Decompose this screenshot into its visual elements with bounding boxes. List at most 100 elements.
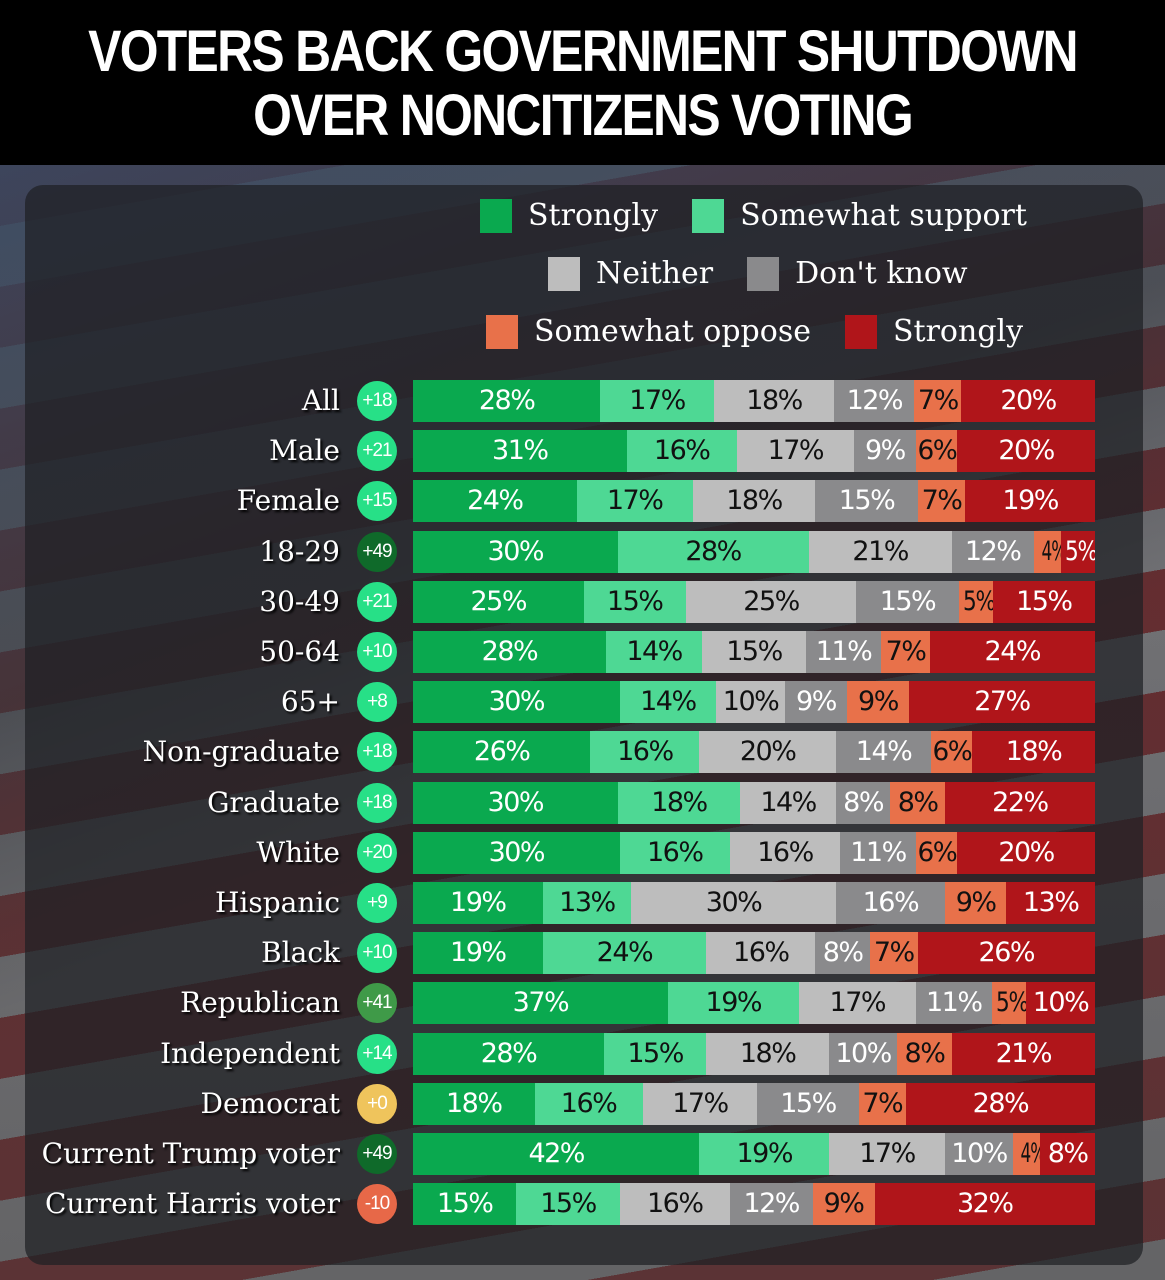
- bar-segment-neither: 25%: [685, 580, 857, 623]
- segment-value-label: 20%: [998, 435, 1055, 467]
- segment-value-label: 16%: [560, 1087, 618, 1119]
- bar-row: Graduate +18 30% 18% 14% 8% 8% 22%: [0, 781, 1165, 824]
- segment-value-label: 28%: [685, 535, 742, 567]
- segment-value-label: 17%: [606, 485, 664, 517]
- legend-label: Somewhat support: [740, 198, 1027, 233]
- legend-strongly-oppose: Strongly: [844, 314, 1023, 349]
- segment-value-label: 18%: [739, 1037, 797, 1069]
- bar-segment-somewhat-oppose: 7%: [917, 480, 966, 523]
- segment-value-label: 19%: [1002, 485, 1059, 517]
- bar-row: Democrat +0 18% 16% 17% 15% 7% 28%: [0, 1082, 1165, 1125]
- bar-segment-neither: 30%: [631, 882, 836, 924]
- bar-segment-strongly-support: 24%: [413, 480, 577, 523]
- segment-value-label: 15%: [780, 1087, 837, 1119]
- stacked-bar: 28% 15% 18% 10% 8% 21%: [413, 1032, 1095, 1075]
- stacked-bar: 42% 19% 17% 10% 4%8%: [413, 1133, 1095, 1175]
- segment-value-label: 8%: [897, 786, 939, 818]
- segment-value-label: 10%: [722, 686, 780, 718]
- bar-segment-neither: 21%: [808, 530, 952, 573]
- segment-value-label: 9%: [858, 686, 899, 718]
- segment-value-label: 28%: [972, 1087, 1030, 1119]
- segment-value-label: 27%: [974, 686, 1031, 718]
- stacked-bar: 26% 16% 20% 14% 6% 18%: [413, 731, 1095, 774]
- bar-segment-don-t-know: 12%: [729, 1183, 813, 1226]
- bar-segment-somewhat-oppose: 9%: [846, 681, 909, 724]
- segment-value-label: 14%: [760, 786, 817, 818]
- bar-segment-strongly-oppose: 24%: [929, 631, 1095, 673]
- legend-swatch: [548, 256, 580, 291]
- category-label: Independent: [160, 1036, 340, 1070]
- stacked-bar: 30% 16% 16% 11% 6% 20%: [413, 831, 1095, 874]
- segment-value-label: 28%: [480, 1037, 538, 1069]
- category-label: 30-49: [259, 584, 340, 618]
- bar-segment-strongly-oppose: 5%: [1060, 530, 1095, 573]
- bar-segment-neither: 18%: [692, 480, 816, 523]
- legend-dont-know: Don't know: [747, 256, 968, 291]
- segment-value-label: 15%: [879, 585, 937, 617]
- bar-segment-somewhat-support: 15%: [516, 1183, 620, 1226]
- segment-value-label: 25%: [470, 585, 527, 617]
- bar-segment-somewhat-oppose: 8%: [890, 781, 945, 824]
- bar-segment-strongly-support: 26%: [413, 731, 591, 774]
- bar-segment-strongly-oppose: 26%: [917, 932, 1095, 975]
- segment-value-label: 5%: [1064, 535, 1095, 567]
- bar-segment-neither: 10%: [716, 681, 785, 724]
- bar-segment-neither: 18%: [706, 1032, 829, 1075]
- bar-segment-neither: 17%: [798, 982, 916, 1025]
- bar-segment-strongly-support: 31%: [413, 430, 627, 473]
- legend-label: Don't know: [795, 256, 968, 291]
- bar-segment-somewhat-oppose: 6%: [915, 831, 958, 874]
- segment-value-label: 4%: [1020, 1138, 1041, 1169]
- bar-segment-strongly-oppose: 19%: [965, 480, 1095, 523]
- category-label: Male: [269, 434, 340, 468]
- category-label: Graduate: [207, 785, 340, 819]
- bar-row: 30-49 +21 25% 15% 25% 15% 5% 15%: [0, 580, 1165, 623]
- bar-row: 18-29 +49 30% 28% 21% 12% 4%5%: [0, 530, 1165, 573]
- legend-swatch: [692, 198, 725, 233]
- segment-value-label: 21%: [852, 535, 909, 567]
- bar-segment-don-t-know: 15%: [856, 580, 959, 623]
- net-badge: +18: [357, 381, 397, 421]
- bar-segment-somewhat-support: 14%: [605, 631, 703, 673]
- segment-value-label: 18%: [726, 485, 783, 517]
- bar-segment-don-t-know: 9%: [784, 681, 847, 724]
- segment-value-label: 16%: [757, 836, 814, 868]
- segment-value-label: 30%: [488, 686, 546, 718]
- bar-row: Male +21 31% 16% 17% 9% 6% 20%: [0, 430, 1165, 473]
- segment-value-label: 16%: [653, 435, 711, 467]
- bar-segment-somewhat-support: 28%: [617, 530, 809, 573]
- bar-segment-somewhat-support: 19%: [667, 982, 799, 1025]
- bar-segment-don-t-know: 11%: [840, 831, 916, 874]
- bar-segment-don-t-know: 9%: [853, 430, 916, 473]
- bar-segment-don-t-know: 8%: [835, 781, 891, 824]
- bar-segment-don-t-know: 12%: [951, 530, 1034, 573]
- stacked-bar: 24% 17% 18% 15% 7% 19%: [413, 480, 1095, 523]
- stacked-bar: 37% 19% 17% 11% 5% 10%: [413, 982, 1095, 1025]
- net-badge: +10: [357, 933, 397, 974]
- segment-value-label: 28%: [478, 385, 536, 416]
- bar-segment-strongly-support: 30%: [413, 681, 620, 724]
- segment-value-label: 14%: [626, 636, 683, 667]
- bar-segment-neither: 16%: [729, 831, 841, 874]
- segment-value-label: 15%: [540, 1188, 597, 1220]
- segment-value-label: 6%: [917, 836, 957, 868]
- bar-row: Independent +14 28% 15% 18% 10% 8% 21%: [0, 1032, 1165, 1075]
- segment-value-label: 17%: [672, 1087, 729, 1119]
- segment-value-label: 20%: [998, 836, 1055, 868]
- segment-value-label: 31%: [492, 435, 549, 467]
- category-label: Hispanic: [214, 886, 340, 919]
- segment-value-label: 16%: [647, 1188, 704, 1220]
- bar-segment-somewhat-oppose: 7%: [858, 1082, 906, 1125]
- bar-segment-somewhat-oppose: 9%: [944, 882, 1007, 924]
- net-badge: +14: [357, 1033, 397, 1074]
- bar-segment-neither: 17%: [642, 1082, 758, 1125]
- legend-label: Somewhat oppose: [534, 314, 811, 349]
- bar-segment-somewhat-support: 17%: [576, 480, 693, 523]
- bar-row: Current Harris voter -10 15% 15% 16% 12% 9% 32%: [0, 1183, 1165, 1226]
- bar-segment-somewhat-support: 16%: [534, 1082, 643, 1125]
- net-badge: +0: [357, 1083, 397, 1124]
- bar-segment-somewhat-oppose: 6%: [931, 731, 973, 774]
- net-badge: +10: [357, 632, 397, 672]
- net-badge: +21: [357, 431, 397, 472]
- segment-value-label: 16%: [733, 937, 790, 969]
